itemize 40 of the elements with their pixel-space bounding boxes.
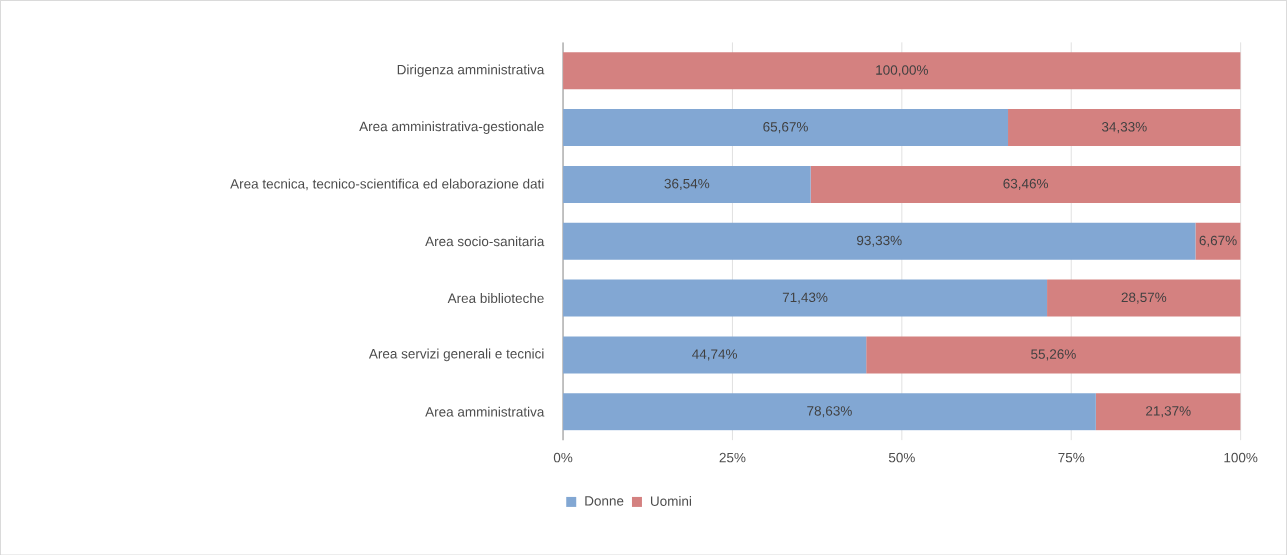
data-label: 34,33% [1101,121,1147,133]
data-label: 36,54% [664,178,710,190]
data-label: 63,46% [1003,178,1049,190]
y-tick-label: Area biblioteche [447,292,544,303]
data-label: 21,37% [1146,405,1191,418]
y-tick-label: Area amministrativa-gestionale [359,121,544,134]
bar [563,108,1009,146]
x-tick-label: 25% [719,452,746,463]
bar [563,165,811,203]
x-tick-label: 100% [1224,452,1258,463]
x-tick-label: 50% [888,452,915,463]
data-label: 78,63% [807,405,852,418]
bar [1047,279,1241,317]
data-label: 65,67% [763,121,808,133]
data-label: 100,00% [876,65,928,77]
bar [563,336,867,374]
y-tick-label: Area tecnica, tecnico-scientifica ed elaborazione dati [230,178,544,190]
data-label: 93,33% [857,235,902,247]
data-label: 6,67% [1199,235,1237,247]
x-tick-label: 75% [1058,452,1085,463]
y-tick-label: Area servizi generali e tecnici [368,348,544,361]
bar [866,336,1241,374]
bar [1195,222,1241,260]
bar [563,222,1196,260]
y-tick-label: Dirigenza amministrativa [397,64,545,77]
bar [810,165,1241,203]
data-label: 28,57% [1121,292,1167,304]
y-tick-label: Area socio-sanitaria [425,236,545,246]
bar [563,52,1241,90]
bar [1095,393,1241,430]
data-label: 44,74% [692,349,738,361]
data-label: 55,26% [1031,349,1076,361]
data-label: 71,43% [782,292,828,304]
bar [1008,108,1241,146]
bar [563,393,1096,430]
legend-label: Uomini [650,495,692,506]
bar [563,279,1048,317]
y-tick-label: Area amministrativa [425,406,545,417]
x-tick-label: 0% [553,452,573,463]
legend-label: Donne [585,496,624,506]
